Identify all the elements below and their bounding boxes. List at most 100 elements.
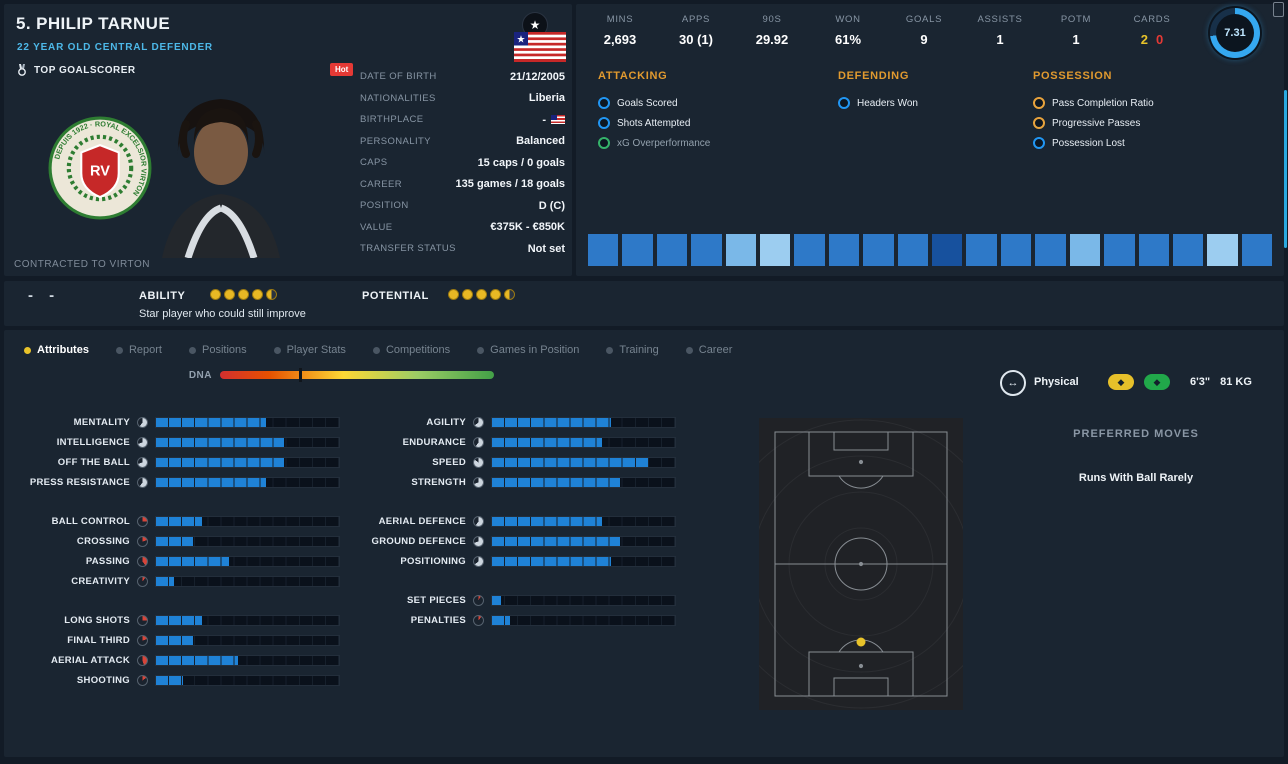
tab-training[interactable]: Training: [606, 344, 659, 356]
attribute-bar-ticks: [492, 417, 675, 427]
heat-square: [656, 234, 688, 266]
potential-stars: [448, 289, 515, 300]
tab-report[interactable]: Report: [115, 344, 162, 356]
position-pitch: [716, 418, 1006, 710]
tab-competitions[interactable]: Competitions: [372, 344, 450, 356]
attribute-bar-ticks: [156, 457, 339, 467]
attribute-label: AGILITY: [426, 416, 466, 428]
stat: CARDS 2 0: [1114, 14, 1190, 47]
stat-category: POSSESSION Pass Completion Ratio Progressi…: [1033, 70, 1273, 153]
stat-label: GOALS: [905, 14, 943, 25]
heat-square: [691, 234, 722, 266]
stat-label: CARDS: [1133, 14, 1171, 25]
star-coin-half-icon: [504, 289, 515, 300]
heat-square: [725, 234, 757, 266]
tab-dot-icon: [685, 346, 693, 354]
tab-career[interactable]: Career: [685, 344, 732, 356]
attribute-bar: [155, 515, 340, 527]
legend-dot-icon: [1033, 117, 1045, 129]
stat-legend-item[interactable]: Headers Won: [838, 93, 1033, 113]
preferred-moves: PREFERRED MOVES Runs With Ball Rarely: [1022, 428, 1250, 492]
attribute-bar: [491, 416, 676, 428]
stat-legend-item[interactable]: Possession Lost: [1033, 133, 1273, 153]
attribute-label: FINAL THIRD: [67, 634, 130, 646]
stat-legend-item[interactable]: Shots Attempted: [598, 113, 838, 133]
info-row: DATE OF BIRTH 21/12/2005: [360, 66, 565, 88]
right-foot-icon: ◆: [1108, 374, 1134, 390]
info-row: TRANSFER STATUS Not set: [360, 238, 565, 260]
stat-legend-item[interactable]: Progressive Passes: [1033, 113, 1273, 133]
stat-value: 61%: [834, 32, 862, 47]
preferred-moves-list: Runs With Ball Rarely: [1022, 472, 1250, 484]
attribute-label: MENTALITY: [73, 416, 130, 428]
scrollbar[interactable]: [1284, 90, 1287, 248]
attribute-pie-icon: [137, 515, 148, 527]
star-coin-icon: [252, 289, 263, 300]
player-weight: 81 KG: [1220, 376, 1252, 388]
attribute-row: INTELLIGENCE: [18, 432, 340, 452]
stat-label: ASSISTS: [977, 14, 1023, 25]
attribute-row: SHOOTING: [18, 670, 340, 690]
attribute-row: SPEED: [354, 452, 676, 472]
tab-dot-icon: [372, 346, 380, 354]
preferred-move: Runs With Ball Rarely: [1078, 472, 1194, 484]
heat-square: [1138, 234, 1169, 266]
attribute-label: SET PIECES: [407, 594, 466, 606]
stat-value: 2,693: [603, 32, 637, 47]
attribute-bar-ticks: [156, 655, 339, 665]
season-stats-panel: MINS 2,693 APPS 30 (1) 90S 29.92 WON 61% GOALS 9 A…: [576, 4, 1284, 276]
attribute-bar-ticks: [156, 516, 339, 526]
ability-label: ABILITY: [139, 290, 186, 302]
top-goalscorer-badge: TOP GOALSCORER: [16, 64, 136, 76]
stat: APPS 30 (1): [658, 14, 734, 47]
form-placeholder: - -: [28, 287, 61, 304]
attribute-bar-ticks: [492, 516, 675, 526]
info-value: 15 caps / 0 goals: [477, 156, 565, 169]
stat-label: POTM: [1060, 14, 1092, 25]
attribute-label: INTELLIGENCE: [56, 436, 130, 448]
heat-square: [932, 234, 963, 266]
star-coin-half-icon: [266, 289, 277, 300]
dna-gradient-bar: [220, 368, 494, 382]
attribute-pie-icon: [473, 535, 484, 547]
player-name: 5. PHILIP TARNUE: [16, 14, 171, 33]
attribute-bar: [155, 575, 340, 587]
tab-positions[interactable]: Positions: [188, 344, 247, 356]
stat-legend-item[interactable]: Pass Completion Ratio: [1033, 93, 1273, 113]
top-goalscorer-label: TOP GOALSCORER: [34, 64, 136, 76]
attribute-bar: [491, 594, 676, 606]
star-coin-icon: [238, 289, 249, 300]
attribute-label: OFF THE BALL: [57, 456, 130, 468]
info-label: DATE OF BIRTH: [360, 71, 437, 83]
attribute-bar-ticks: [156, 556, 339, 566]
tab-player-stats[interactable]: Player Stats: [273, 344, 346, 356]
player-header-panel: 5. PHILIP TARNUE 22 YEAR OLD CENTRAL DEF…: [4, 4, 572, 276]
tab-attributes[interactable]: Attributes: [24, 344, 89, 356]
card-count: 2: [1140, 32, 1148, 47]
physical-compare-icon: ↔: [1000, 370, 1026, 396]
attribute-bar-ticks: [156, 417, 339, 427]
heat-square: [794, 234, 825, 266]
legend-dot-icon: [1033, 137, 1045, 149]
legend-dot-icon: [598, 137, 610, 149]
heat-square: [897, 234, 929, 266]
stat: 90S 29.92: [734, 14, 810, 47]
stat-legend-item[interactable]: Goals Scored: [598, 93, 838, 113]
info-value: D (C): [538, 199, 565, 212]
left-foot-icon: ◆: [1144, 374, 1170, 390]
attribute-pie-icon: [137, 456, 148, 468]
stat-legend-item[interactable]: xG Overperformance: [598, 133, 838, 153]
stat-label: WON: [835, 14, 861, 25]
attribute-group: LONG SHOTS FINAL THIRD AERIAL ATTACK SHOOTI…: [18, 610, 340, 690]
info-value: Not set: [527, 242, 565, 255]
attribute-group: MENTALITY INTELLIGENCE OFF THE BALL PRESS R…: [18, 412, 340, 492]
attribute-row: GROUND DEFENCE: [354, 531, 676, 551]
heat-square: [1069, 234, 1101, 266]
tab-games-in-position[interactable]: Games in Position: [477, 344, 579, 356]
attribute-pie-icon: [473, 594, 484, 606]
legend-label: Goals Scored: [617, 97, 678, 109]
info-row: CAREER 135 games / 18 goals: [360, 174, 565, 196]
tab-dot-icon: [273, 346, 281, 354]
info-row: CAPS 15 caps / 0 goals: [360, 152, 565, 174]
birthplace-flag-icon: [551, 115, 565, 125]
